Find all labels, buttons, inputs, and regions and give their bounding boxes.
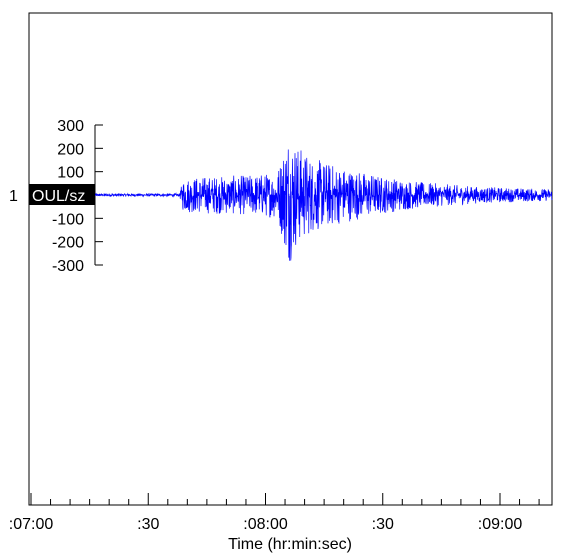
seismic-trace — [94, 149, 553, 261]
station-label: OUL/sz — [32, 188, 85, 205]
x-tick-label: :07:00 — [9, 516, 54, 533]
x-tick-label: :30 — [137, 516, 159, 533]
x-tick-label: :09:00 — [478, 516, 523, 533]
trace-label: OUL/sz — [29, 184, 95, 205]
plot-frame — [28, 12, 553, 506]
y-tick-label: 100 — [57, 165, 84, 182]
station-label-background — [29, 184, 95, 205]
x-tick-label: :30 — [372, 516, 394, 533]
trace-waveform — [94, 149, 553, 261]
x-axis-label: Time (hr:min:sec) — [228, 536, 352, 553]
x-tick-label: :08:00 — [243, 516, 288, 533]
y-tick-label: 300 — [57, 118, 84, 135]
x-axis: :07:00 :30 :08:00 :30 :09:00 — [9, 493, 540, 533]
y-tick-label: -300 — [52, 258, 84, 275]
y-tick-label: 200 — [57, 141, 84, 158]
y-tick-label: -200 — [52, 235, 84, 252]
y-axis: 300 200 100 -100 -200 -300 — [52, 118, 103, 275]
trace-number: 1 — [9, 188, 18, 205]
y-tick-label: -100 — [52, 211, 84, 228]
